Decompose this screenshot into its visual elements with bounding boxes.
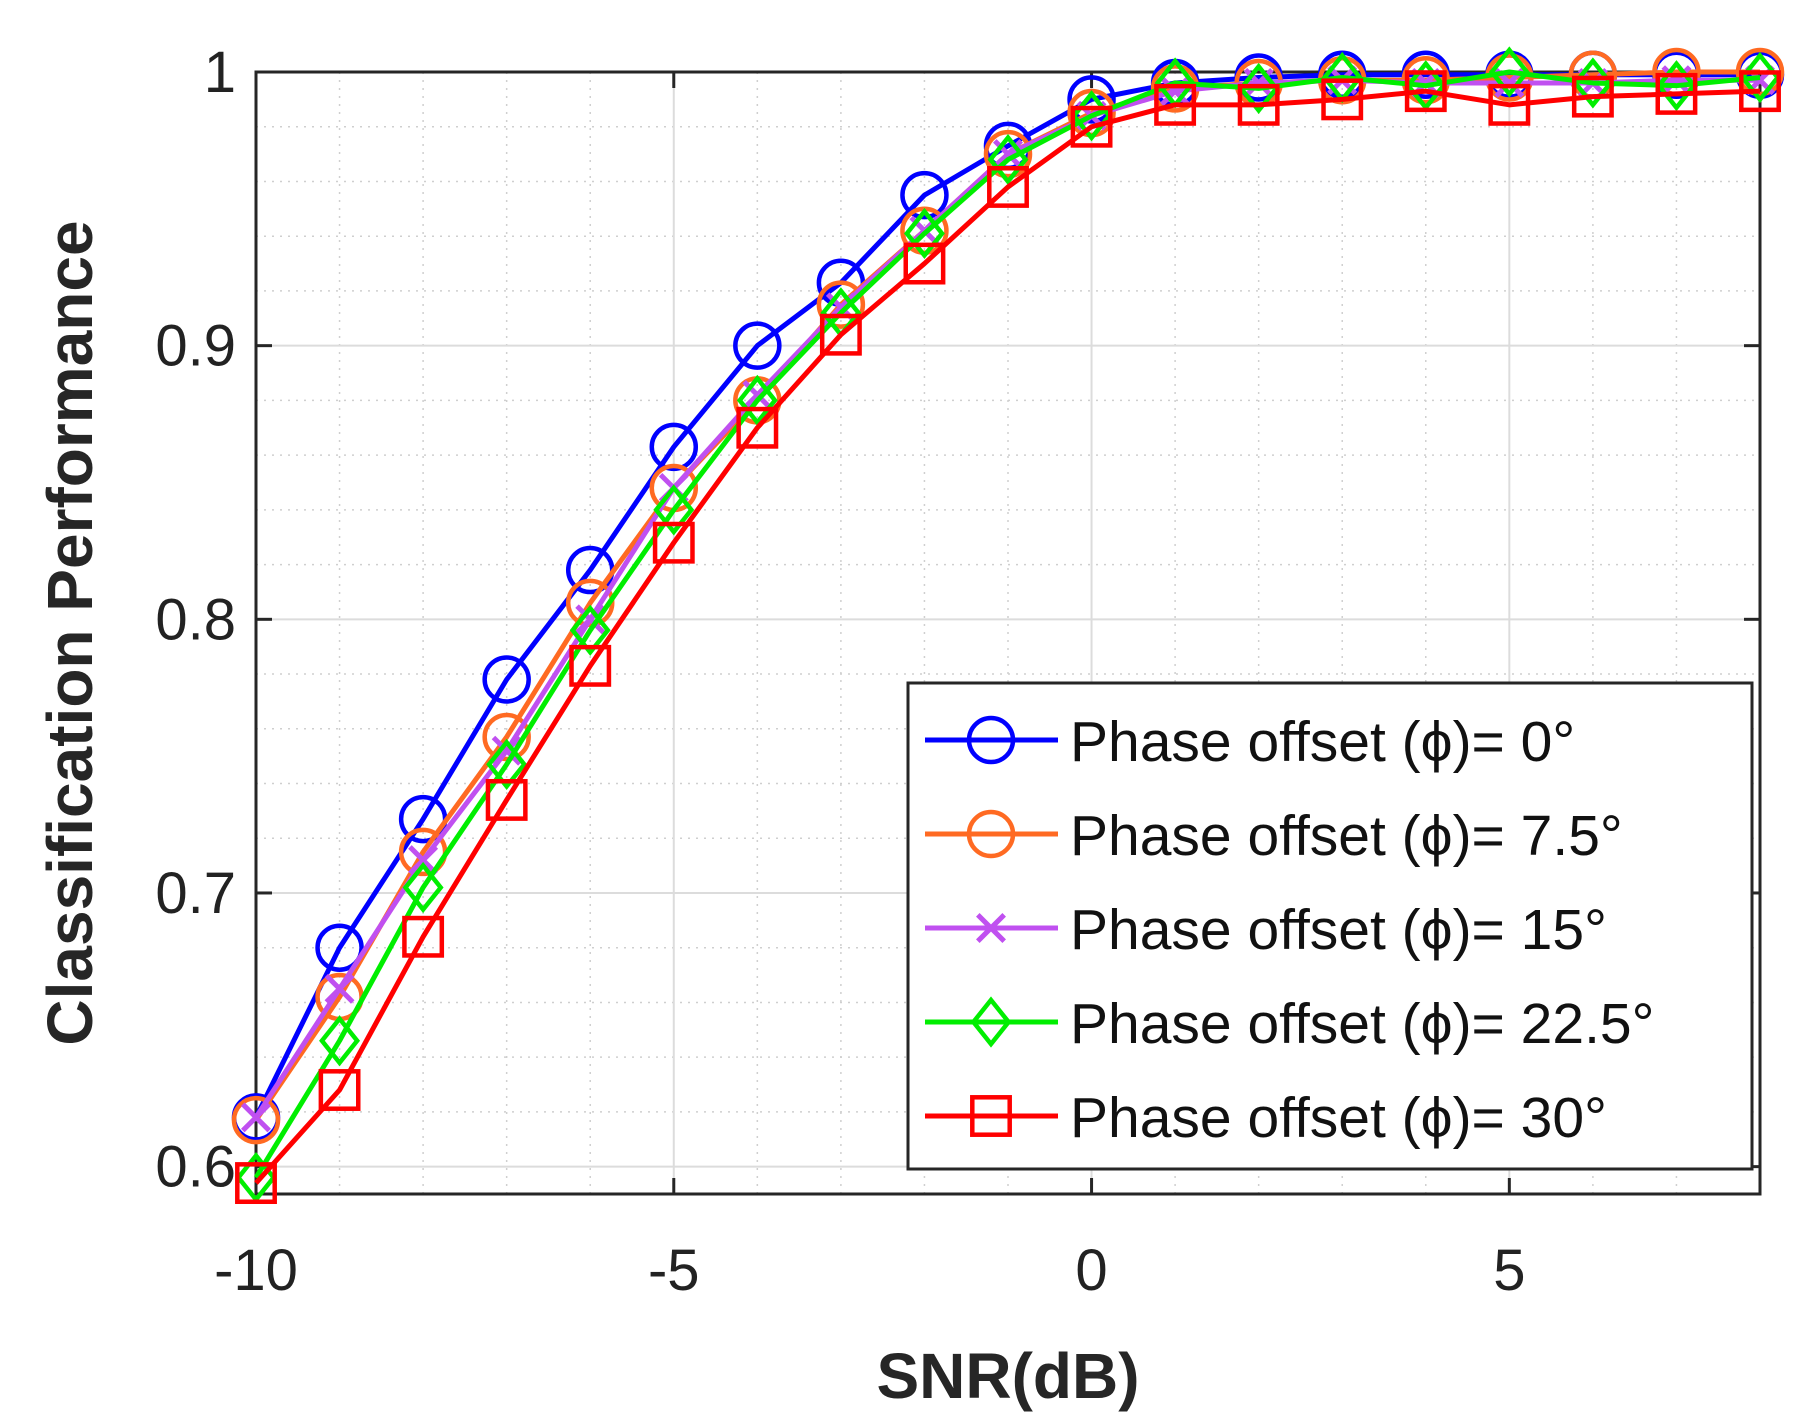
data-point	[733, 321, 782, 370]
data-point	[903, 207, 945, 260]
legend-marker	[966, 715, 1016, 765]
data-point	[653, 484, 695, 536]
data-point	[315, 923, 364, 972]
legend-swatches	[925, 715, 1058, 1137]
data-point	[1739, 70, 1781, 113]
data-point	[1572, 57, 1614, 109]
data-point	[575, 604, 606, 635]
legend-label: Phase offset (ϕ)= 0°	[1070, 710, 1575, 774]
legend-label: Phase offset (ϕ)= 7.5°	[1070, 804, 1623, 868]
data-point	[649, 422, 699, 472]
data-point	[736, 374, 778, 426]
plot-frame	[254, 70, 1762, 1196]
series-layer	[231, 46, 1785, 1205]
data-point	[1488, 46, 1530, 98]
y-axis-title: Classification Performance	[34, 220, 106, 1045]
data-point	[1154, 83, 1197, 126]
data-point	[1655, 60, 1697, 112]
series-line	[253, 69, 1761, 1179]
series-4	[235, 70, 1781, 1205]
data-point	[318, 1069, 361, 1111]
data-point	[1070, 105, 1113, 148]
x-tick-label: 0	[1075, 1238, 1107, 1303]
data-point	[1571, 75, 1614, 118]
x-tick-label: -10	[214, 1238, 298, 1303]
y-tick-label: 0.8	[155, 587, 236, 652]
legend-marker	[970, 1095, 1012, 1137]
x-axis-title: SNR(dB)	[876, 1340, 1139, 1412]
data-point	[1321, 78, 1364, 121]
y-tick-label: 1	[204, 40, 236, 105]
data-point	[319, 1015, 361, 1067]
series-line	[254, 88, 1761, 1185]
data-point	[241, 1102, 271, 1133]
data-point	[402, 915, 445, 958]
data-point	[983, 129, 1033, 179]
data-point	[235, 1162, 277, 1205]
data-point	[1739, 51, 1781, 104]
data-point	[1067, 75, 1116, 124]
legend-marker	[970, 996, 1012, 1048]
y-tick-label: 0.6	[155, 1135, 236, 1200]
data-point	[1655, 72, 1698, 115]
legend-label: Phase offset (ϕ)= 22.5°	[1070, 992, 1654, 1056]
data-point	[1237, 83, 1280, 126]
data-point	[485, 778, 528, 821]
legend-marker	[976, 913, 1006, 943]
x-tick-labels: -10 -5 0 5	[214, 1238, 1525, 1303]
data-point	[482, 712, 531, 762]
y-tick-label: 0.9	[155, 314, 236, 379]
data-point	[569, 644, 612, 687]
data-point	[987, 133, 1029, 186]
data-point	[408, 845, 439, 876]
data-point	[652, 521, 695, 564]
data-point	[819, 313, 862, 356]
legend-label: Phase offset (ϕ)= 30°	[1070, 1086, 1607, 1150]
data-point	[1735, 47, 1785, 97]
data-point	[569, 604, 611, 656]
data-point	[900, 170, 949, 220]
data-point	[1488, 83, 1531, 126]
x-tick-label: 5	[1493, 1238, 1525, 1303]
data-point	[231, 1095, 281, 1145]
data-point	[736, 406, 779, 449]
legend: Phase offset (ϕ)= 0° Phase offset (ϕ)= 7…	[906, 681, 1754, 1171]
data-point	[324, 973, 355, 1004]
series-line	[253, 72, 1760, 1119]
data-point	[987, 165, 1029, 208]
data-point	[482, 655, 531, 704]
data-point	[491, 735, 522, 766]
data-point	[486, 738, 528, 790]
data-point	[1404, 70, 1447, 113]
legend-marker	[966, 809, 1016, 859]
data-point	[1238, 62, 1280, 115]
x-tick-label: -5	[648, 1238, 700, 1303]
y-tick-labels: 0.6 0.7 0.8 0.9 1	[155, 40, 236, 1200]
data-point	[903, 242, 946, 285]
data-point	[402, 861, 444, 914]
y-tick-label: 0.7	[155, 861, 236, 926]
legend-label: Phase offset (ϕ)= 15°	[1070, 898, 1607, 962]
data-point	[816, 280, 866, 329]
